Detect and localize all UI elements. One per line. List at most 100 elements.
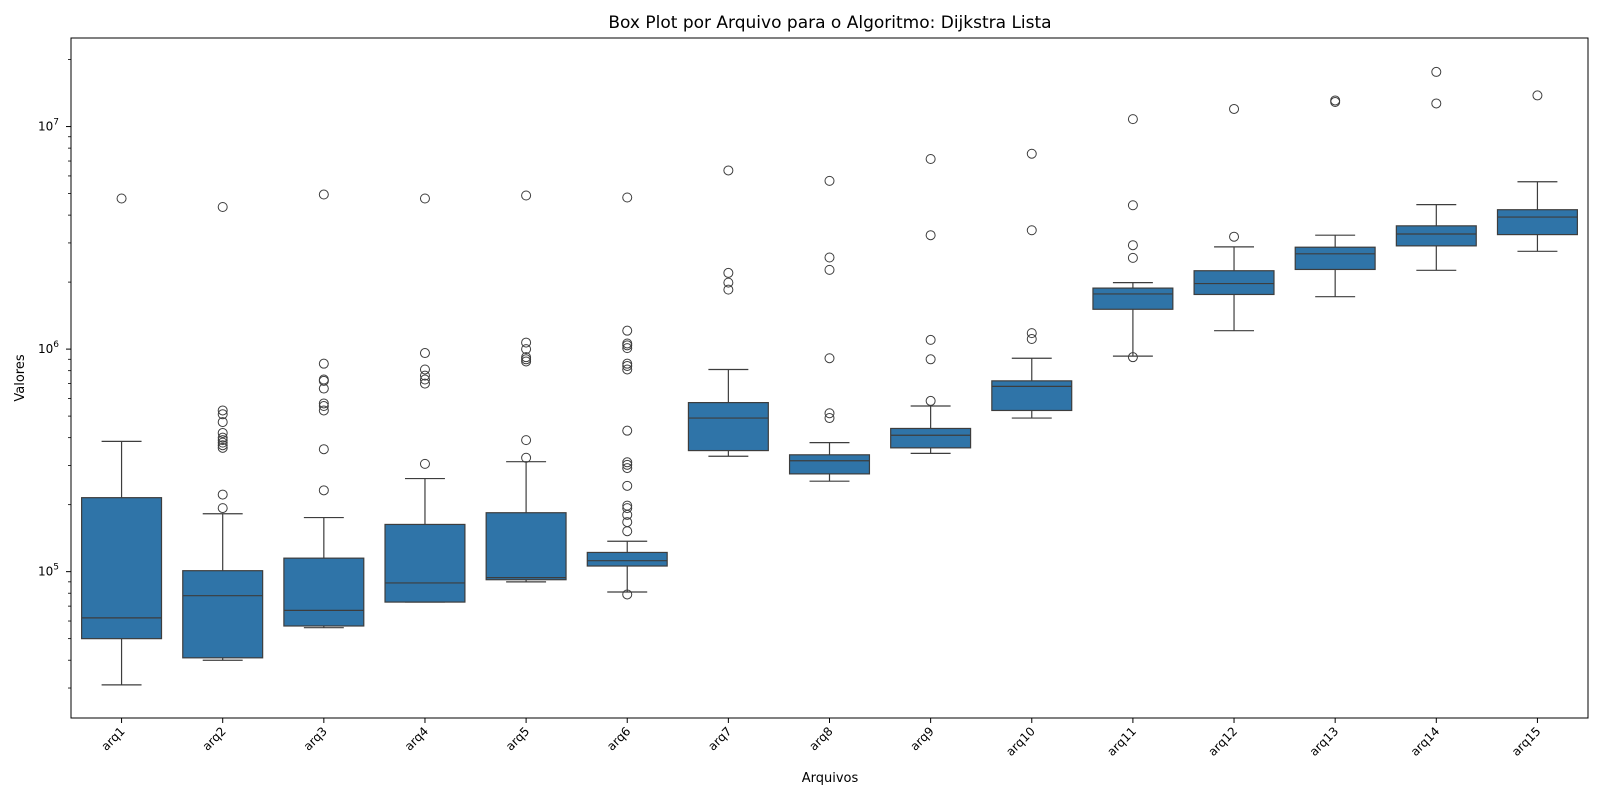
outlier-point	[521, 435, 532, 446]
outlier-point	[1431, 98, 1442, 109]
outlier-point	[1127, 240, 1138, 251]
y-tick-label: 107	[38, 118, 59, 134]
outlier-point	[622, 463, 633, 474]
iqr-box	[485, 512, 567, 581]
iqr-box	[1193, 270, 1275, 296]
outlier-point	[116, 193, 127, 204]
box-arq12	[1193, 103, 1275, 332]
outlier-point	[824, 264, 835, 275]
outlier-point	[723, 277, 734, 288]
box-arq15	[1496, 90, 1578, 252]
box-arq6	[586, 192, 668, 600]
outlier-point	[521, 452, 532, 463]
iqr-box	[1395, 225, 1477, 247]
outlier-point	[521, 344, 532, 355]
box-arq9	[890, 153, 972, 454]
x-tick-label: arq8	[806, 724, 835, 753]
outlier-point	[824, 353, 835, 364]
x-tick-label: arq4	[402, 724, 431, 753]
outlier-point	[723, 284, 734, 295]
x-tick-label: arq11	[1104, 724, 1139, 759]
x-axis-label: Arquivos	[802, 771, 859, 786]
outlier-point	[419, 378, 430, 389]
box-arq11	[1092, 114, 1174, 363]
outlier-point	[1127, 114, 1138, 125]
outlier-point	[419, 374, 430, 385]
outlier-point	[1431, 66, 1442, 77]
outlier-point	[217, 202, 228, 213]
outlier-point	[824, 175, 835, 186]
outlier-point	[318, 358, 329, 369]
iqr-box	[182, 570, 264, 659]
y-axis-label-group: Valores	[13, 354, 28, 401]
outlier-point	[1532, 90, 1543, 101]
x-tick-label: arq9	[908, 724, 937, 753]
outlier-point	[419, 364, 430, 375]
x-tick-label: arq2	[200, 724, 229, 753]
iqr-box	[283, 557, 365, 627]
outlier-point	[622, 364, 633, 375]
box-arq4	[384, 193, 466, 603]
outlier-point	[723, 267, 734, 278]
outlier-point	[824, 413, 835, 424]
iqr-box	[991, 380, 1073, 412]
chart-title: Box Plot por Arquivo para o Algoritmo: D…	[608, 13, 1051, 33]
iqr-box	[586, 551, 668, 567]
outlier-point	[419, 458, 430, 469]
x-tick-label: arq12	[1206, 724, 1241, 759]
iqr-box	[81, 497, 163, 640]
x-tick-label: arq3	[301, 724, 330, 753]
outlier-point	[622, 358, 633, 369]
x-tick-label: arq6	[604, 724, 633, 753]
y-axis-label: Valores	[13, 354, 28, 401]
outlier-point	[622, 192, 633, 203]
outlier-point	[318, 405, 329, 416]
box-arq7	[687, 165, 769, 457]
box-arq2	[182, 202, 264, 661]
outlier-point	[217, 427, 228, 438]
outlier-point	[217, 437, 228, 448]
outlier-point	[622, 589, 633, 600]
box-arq8	[788, 175, 871, 482]
outlier-point	[622, 503, 633, 514]
outlier-point	[318, 444, 329, 455]
outlier-point	[1026, 328, 1037, 339]
outlier-point	[1127, 252, 1138, 263]
outlier-point	[318, 189, 329, 200]
outlier-point	[217, 432, 228, 443]
outlier-point	[622, 526, 633, 537]
outlier-point	[622, 500, 633, 511]
outlier-point	[521, 337, 532, 348]
x-tick-label: arq1	[98, 724, 127, 753]
x-tick-label: arq7	[705, 724, 734, 753]
y-tick-label: 106	[38, 340, 59, 356]
iqr-box	[1294, 246, 1376, 271]
outlier-point	[217, 405, 228, 416]
outlier-point	[419, 370, 430, 381]
outlier-point	[217, 409, 228, 420]
outlier-point	[622, 343, 633, 354]
box-arq3	[283, 189, 365, 629]
outlier-point	[217, 489, 228, 500]
outlier-point	[1127, 352, 1138, 363]
outlier-point	[622, 517, 633, 528]
x-tick-label: arq14	[1408, 724, 1443, 759]
outlier-point	[622, 480, 633, 491]
boxes-layer	[81, 66, 1578, 686]
iqr-box	[687, 401, 769, 452]
outlier-point	[521, 354, 532, 365]
outlier-point	[419, 193, 430, 204]
y-tick-label: 105	[38, 563, 59, 579]
outlier-point	[217, 442, 228, 453]
outlier-point	[419, 348, 430, 359]
outlier-point	[925, 153, 936, 164]
outlier-point	[824, 408, 835, 419]
outlier-point	[1229, 103, 1240, 114]
x-axis: arq1 arq2 arq3 arq4 arq5 arq6 arq7 arq8 arq9 arq1…	[98, 718, 1544, 759]
outlier-point	[318, 401, 329, 412]
outlier-point	[217, 417, 228, 428]
iqr-box	[788, 454, 871, 475]
y-axis: 105 106 107	[38, 59, 71, 689]
outlier-point	[1026, 225, 1037, 236]
outlier-point	[521, 190, 532, 201]
